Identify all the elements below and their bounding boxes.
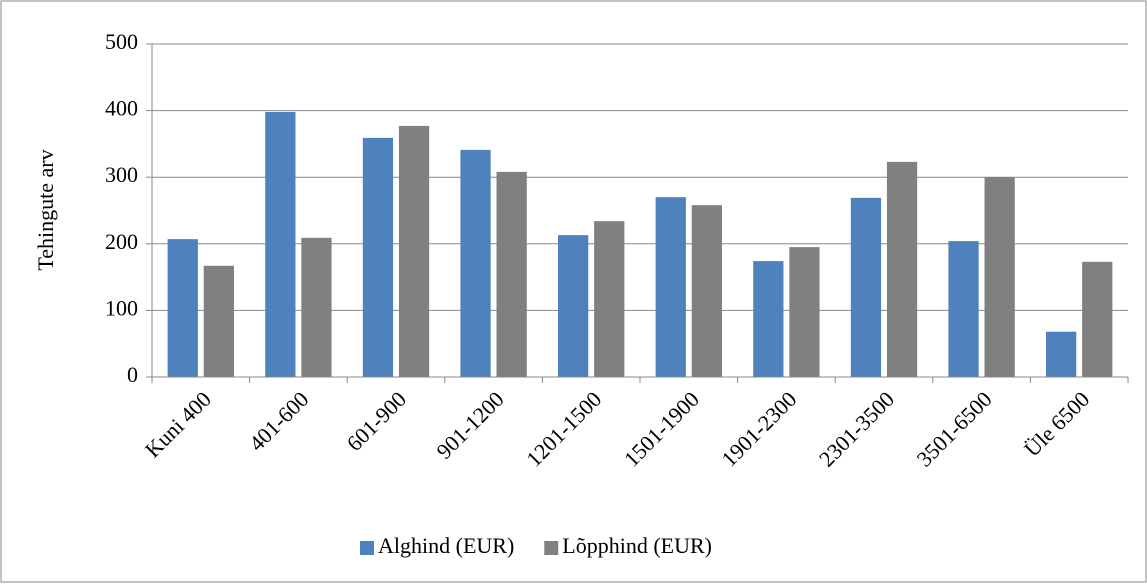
bar xyxy=(1046,331,1077,377)
legend-swatch xyxy=(544,541,559,555)
bar xyxy=(496,171,527,377)
legend-label: Alghind (EUR) xyxy=(378,533,514,558)
bar xyxy=(691,205,722,377)
bar xyxy=(594,221,625,377)
bar xyxy=(362,137,394,377)
y-tick-label: 500 xyxy=(105,29,138,54)
bar xyxy=(203,265,234,377)
bar xyxy=(850,197,882,377)
bar xyxy=(655,197,686,377)
bar xyxy=(460,149,491,377)
y-tick-label: 0 xyxy=(127,362,138,387)
bar xyxy=(265,111,296,377)
bar xyxy=(398,125,430,377)
y-tick-label: 400 xyxy=(105,96,138,121)
bar xyxy=(948,241,979,377)
bar xyxy=(753,261,784,377)
bar xyxy=(984,177,1015,377)
bar xyxy=(558,235,589,377)
y-axis-label: Tehingute arv xyxy=(33,149,58,270)
bar xyxy=(789,247,820,377)
legend-label: Lõpphind (EUR) xyxy=(562,533,712,558)
bar xyxy=(301,237,332,377)
bar xyxy=(1082,261,1113,377)
y-tick-label: 100 xyxy=(105,295,138,320)
bar xyxy=(167,239,198,377)
legend-swatch xyxy=(360,541,374,555)
y-tick-label: 300 xyxy=(105,162,138,187)
bar xyxy=(886,161,918,377)
y-tick-label: 200 xyxy=(105,229,138,254)
